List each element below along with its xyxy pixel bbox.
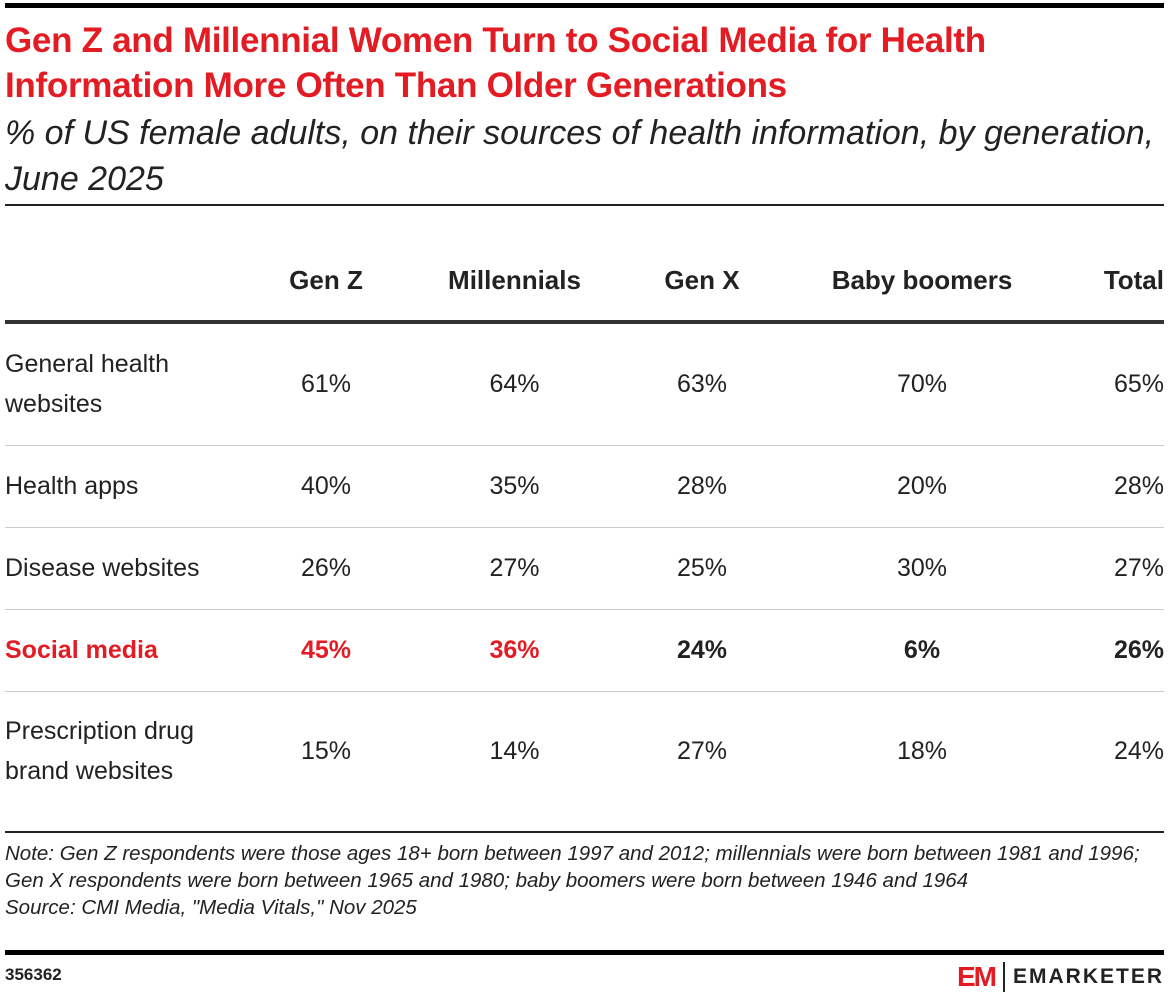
table-cell: 30% bbox=[782, 527, 1062, 610]
header-row: Gen Z Millennials Gen X Baby boomers Tot… bbox=[5, 240, 1164, 324]
row-label: General health websites bbox=[5, 322, 245, 446]
bottom-border bbox=[5, 950, 1164, 955]
table-cell: 64% bbox=[407, 322, 622, 446]
header-gen-x: Gen X bbox=[622, 240, 782, 324]
table-cell: 70% bbox=[782, 322, 1062, 446]
top-border bbox=[5, 3, 1164, 8]
logo-brand: EMARKETER bbox=[1012, 965, 1164, 988]
table-cell: 61% bbox=[245, 322, 407, 446]
table-cell: 25% bbox=[622, 527, 782, 610]
table-cell: 63% bbox=[622, 322, 782, 446]
emarketer-logo: EM EMARKETER bbox=[957, 961, 1164, 993]
header-baby-boomers: Baby boomers bbox=[782, 240, 1062, 324]
table-cell: 36% bbox=[407, 609, 622, 692]
table-cell: 14% bbox=[489, 736, 540, 765]
table-cell: 45% bbox=[245, 609, 407, 692]
chart-subtitle: % of US female adults, on their sources … bbox=[5, 114, 1155, 198]
table-cell: 18% bbox=[896, 736, 948, 765]
logo-mark: EM bbox=[956, 961, 997, 992]
table-row: Disease websites 26% 27% 25% 30% 27% bbox=[5, 527, 1164, 610]
table-cell: 28% bbox=[1062, 445, 1164, 528]
divider bbox=[5, 831, 1164, 833]
note-text: Note: Gen Z respondents were those ages … bbox=[5, 842, 1140, 892]
row-label: Health apps bbox=[5, 445, 245, 528]
table-cell: 65% bbox=[1062, 322, 1164, 446]
row-label: Prescription drug brand websites bbox=[5, 716, 194, 785]
logo-separator bbox=[1002, 962, 1005, 992]
source-text: Source: CMI Media, "Media Vitals," Nov 2… bbox=[5, 896, 417, 919]
header-gen-z: Gen Z bbox=[245, 240, 407, 324]
table-row: Prescription drug brand websites 15% 14% 27… bbox=[5, 691, 1164, 810]
table-cell: 24% bbox=[622, 609, 782, 692]
table-row: General health websites 61% 64% 63% 70% 65% bbox=[5, 322, 1164, 446]
table-cell: 26% bbox=[1062, 609, 1164, 692]
table-cell: 27% bbox=[1062, 527, 1164, 610]
row-label: Disease websites bbox=[5, 527, 245, 610]
divider bbox=[5, 204, 1164, 206]
chart-title: Gen Z and Millennial Women Turn to Socia… bbox=[5, 21, 986, 105]
table-cell: 26% bbox=[245, 527, 407, 610]
table-cell: 15% bbox=[300, 736, 352, 765]
table-row: Social media 45% 36% 24% 6% 26% bbox=[5, 609, 1164, 692]
table-cell: 27% bbox=[407, 527, 622, 610]
header-millennials: Millennials bbox=[407, 240, 622, 324]
data-table: Gen Z Millennials Gen X Baby boomers Tot… bbox=[5, 240, 1164, 810]
footnote: Note: Gen Z respondents were those ages … bbox=[5, 840, 1165, 921]
header-label bbox=[5, 240, 245, 324]
table-cell: 6% bbox=[782, 609, 1062, 692]
table-row: Health apps 40% 35% 28% 20% 28% bbox=[5, 445, 1164, 528]
table-cell: 35% bbox=[407, 445, 622, 528]
chart-id: 356362 bbox=[5, 965, 62, 984]
table-cell: 24% bbox=[1113, 736, 1164, 765]
table-cell: 40% bbox=[245, 445, 407, 528]
table-cell: 20% bbox=[782, 445, 1062, 528]
table-cell: 28% bbox=[622, 445, 782, 528]
table-cell: 27% bbox=[676, 736, 728, 765]
header-total: Total bbox=[1062, 240, 1164, 324]
row-label: Social media bbox=[5, 609, 245, 692]
